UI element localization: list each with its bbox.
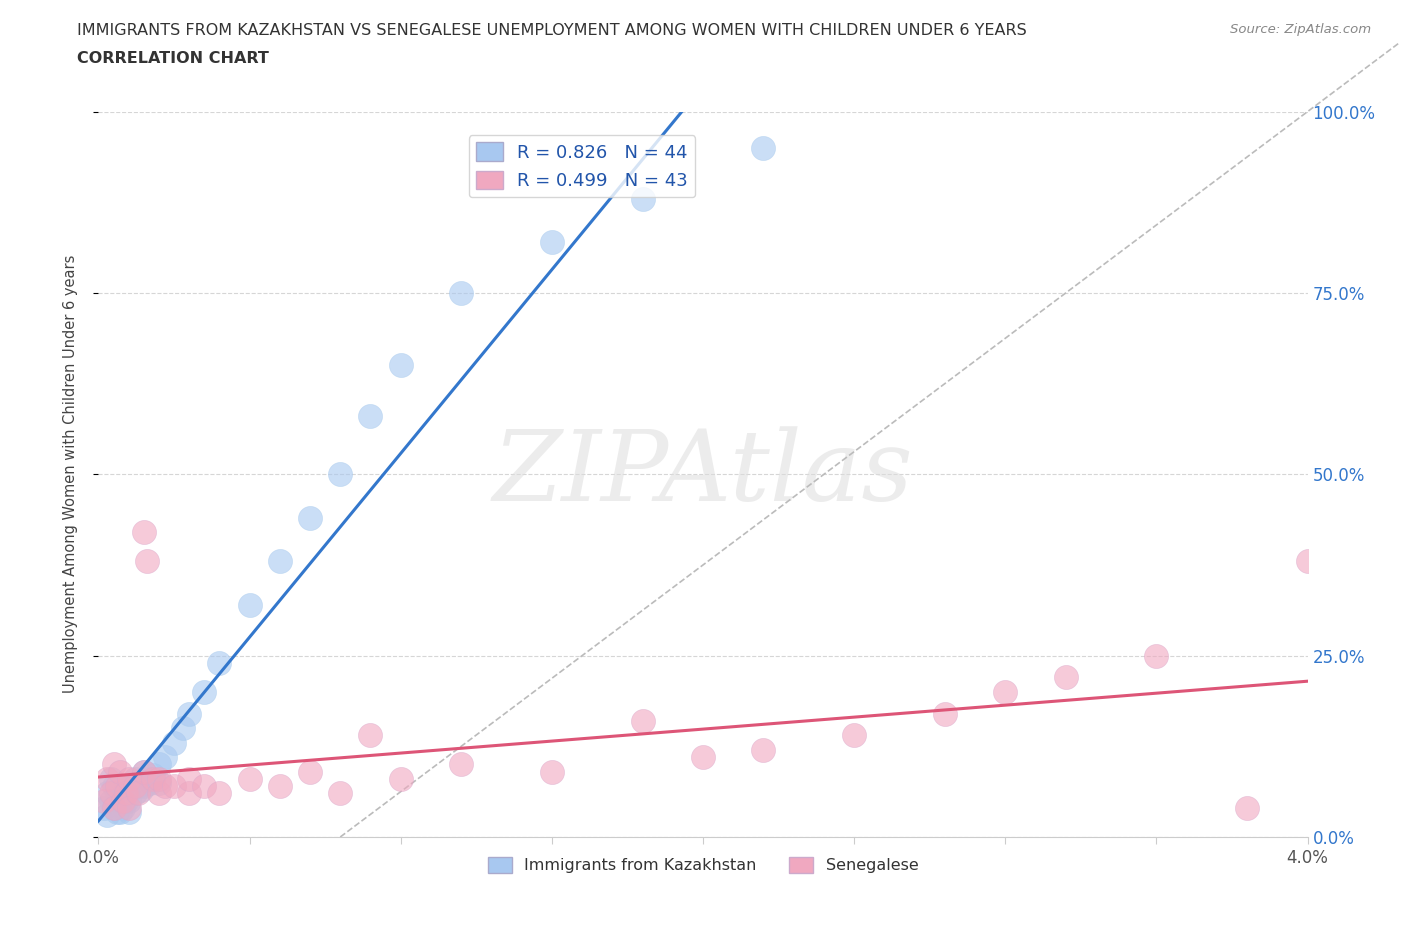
Point bbox=[132, 764, 155, 779]
Point bbox=[540, 764, 562, 779]
Point bbox=[93, 801, 115, 816]
Point bbox=[329, 786, 352, 801]
Point bbox=[111, 786, 134, 801]
Point bbox=[148, 776, 170, 790]
Point bbox=[108, 804, 131, 819]
Point bbox=[239, 772, 262, 787]
Point bbox=[108, 793, 131, 808]
Point bbox=[105, 778, 128, 793]
Point bbox=[153, 778, 176, 793]
Point bbox=[118, 772, 141, 787]
Point bbox=[132, 525, 155, 539]
Point bbox=[103, 801, 125, 816]
Point bbox=[105, 786, 128, 801]
Point bbox=[172, 721, 194, 736]
Point bbox=[631, 192, 654, 206]
Point bbox=[329, 467, 352, 482]
Point bbox=[124, 786, 146, 801]
Point bbox=[135, 772, 157, 787]
Point bbox=[994, 684, 1017, 699]
Point bbox=[450, 286, 472, 300]
Point bbox=[1236, 801, 1258, 816]
Point bbox=[299, 764, 322, 779]
Point bbox=[127, 786, 149, 801]
Point bbox=[208, 656, 231, 671]
Point bbox=[111, 793, 134, 808]
Point bbox=[124, 772, 146, 787]
Point bbox=[193, 778, 215, 793]
Text: CORRELATION CHART: CORRELATION CHART bbox=[77, 51, 269, 66]
Point bbox=[1296, 554, 1319, 569]
Point bbox=[135, 554, 157, 569]
Point bbox=[360, 728, 382, 743]
Point bbox=[208, 786, 231, 801]
Point bbox=[934, 706, 956, 721]
Point bbox=[124, 778, 146, 793]
Point bbox=[111, 801, 134, 816]
Point bbox=[360, 409, 382, 424]
Point bbox=[96, 808, 118, 823]
Point bbox=[163, 778, 186, 793]
Point bbox=[148, 772, 170, 787]
Point bbox=[148, 757, 170, 772]
Text: ZIPAtlas: ZIPAtlas bbox=[492, 427, 914, 522]
Point bbox=[1054, 670, 1077, 684]
Point bbox=[631, 713, 654, 728]
Point bbox=[96, 772, 118, 787]
Point bbox=[450, 757, 472, 772]
Point bbox=[139, 776, 162, 790]
Point bbox=[129, 782, 152, 797]
Point bbox=[93, 793, 115, 808]
Point bbox=[100, 793, 122, 808]
Point bbox=[239, 597, 262, 612]
Point bbox=[1146, 648, 1168, 663]
Point bbox=[132, 778, 155, 793]
Point bbox=[118, 793, 141, 808]
Point bbox=[118, 778, 141, 793]
Point bbox=[540, 234, 562, 249]
Point bbox=[132, 764, 155, 779]
Point bbox=[103, 757, 125, 772]
Point bbox=[118, 804, 141, 819]
Point bbox=[389, 772, 412, 787]
Point bbox=[148, 786, 170, 801]
Legend: Immigrants from Kazakhstan, Senegalese: Immigrants from Kazakhstan, Senegalese bbox=[481, 850, 925, 880]
Point bbox=[844, 728, 866, 743]
Point bbox=[179, 706, 201, 721]
Point bbox=[96, 786, 118, 801]
Point bbox=[179, 772, 201, 787]
Point bbox=[179, 786, 201, 801]
Point bbox=[105, 804, 128, 819]
Point bbox=[118, 801, 141, 816]
Point bbox=[103, 778, 125, 793]
Text: Source: ZipAtlas.com: Source: ZipAtlas.com bbox=[1230, 23, 1371, 36]
Point bbox=[269, 554, 291, 569]
Point bbox=[692, 750, 714, 764]
Point bbox=[299, 511, 322, 525]
Point bbox=[142, 772, 165, 787]
Point bbox=[100, 786, 122, 801]
Point bbox=[127, 778, 149, 793]
Point bbox=[269, 778, 291, 793]
Text: IMMIGRANTS FROM KAZAKHSTAN VS SENEGALESE UNEMPLOYMENT AMONG WOMEN WITH CHILDREN : IMMIGRANTS FROM KAZAKHSTAN VS SENEGALESE… bbox=[77, 23, 1026, 38]
Point bbox=[752, 140, 775, 155]
Point bbox=[108, 764, 131, 779]
Point bbox=[142, 768, 165, 783]
Point bbox=[193, 684, 215, 699]
Point bbox=[153, 750, 176, 764]
Point bbox=[103, 801, 125, 816]
Point bbox=[752, 742, 775, 757]
Point bbox=[163, 736, 186, 751]
Point bbox=[389, 358, 412, 373]
Point bbox=[114, 786, 136, 801]
Point bbox=[100, 772, 122, 787]
Point bbox=[114, 793, 136, 808]
Y-axis label: Unemployment Among Women with Children Under 6 years: Unemployment Among Women with Children U… bbox=[63, 255, 77, 694]
